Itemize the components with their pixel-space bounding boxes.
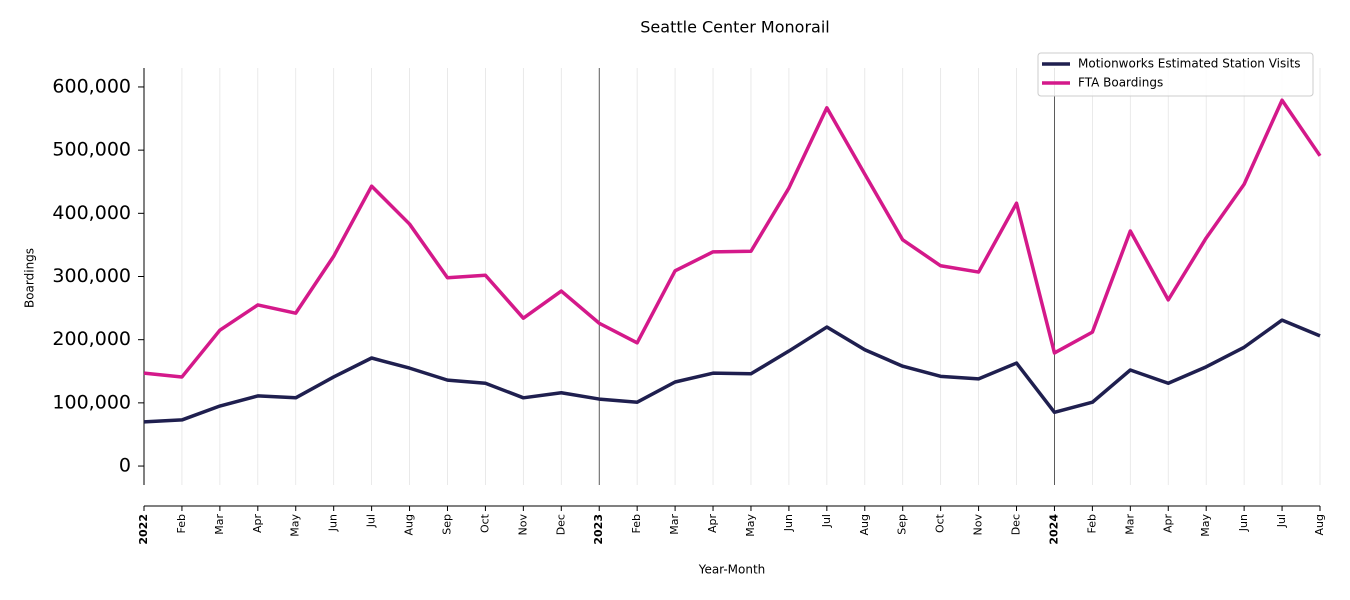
x-tick-label: Mar bbox=[1123, 514, 1136, 535]
y-tick-label: 0 bbox=[119, 455, 131, 477]
legend-label: Motionworks Estimated Station Visits bbox=[1078, 57, 1301, 71]
x-tick-label: May bbox=[289, 514, 302, 537]
series-line bbox=[143, 98, 1322, 379]
legend-label: FTA Boardings bbox=[1078, 76, 1163, 90]
x-tick-label: Sep bbox=[896, 514, 909, 535]
x-tick-label: Jul bbox=[820, 514, 833, 528]
x-tick-label: Dec bbox=[1010, 514, 1023, 535]
x-tick-label: Aug bbox=[858, 514, 871, 535]
x-tick-label: Jul bbox=[365, 514, 378, 528]
x-tick-label: Sep bbox=[440, 514, 453, 535]
x-tick-label: Mar bbox=[668, 514, 681, 535]
y-tick-label: 200,000 bbox=[52, 328, 131, 350]
y-tick-label: 600,000 bbox=[52, 75, 131, 97]
legend-box bbox=[1037, 52, 1314, 97]
x-tick-label: 2024 bbox=[1047, 514, 1060, 545]
x-tick-label: Jun bbox=[782, 514, 795, 532]
y-tick-label: 300,000 bbox=[52, 265, 131, 287]
x-tick-label: May bbox=[744, 514, 757, 537]
x-tick-label: 2022 bbox=[137, 514, 150, 545]
x-tick-label: Jun bbox=[327, 514, 340, 532]
x-tick-label: Apr bbox=[251, 514, 264, 534]
x-tick-label: Nov bbox=[972, 514, 985, 536]
x-tick-label: Feb bbox=[175, 514, 188, 533]
x-tick-label: May bbox=[1199, 514, 1212, 537]
x-tick-label: Aug bbox=[1313, 514, 1326, 535]
x-tick-label: Nov bbox=[516, 514, 529, 536]
x-tick-label: Feb bbox=[1085, 514, 1098, 533]
y-tick-label: 400,000 bbox=[52, 202, 131, 224]
x-tick-label: Dec bbox=[554, 514, 567, 535]
x-tick-label: 2023 bbox=[592, 514, 605, 545]
x-tick-label: Apr bbox=[1161, 514, 1174, 534]
chart-title: Seattle Center Monorail bbox=[640, 18, 829, 37]
x-tick-label: Mar bbox=[213, 514, 226, 535]
x-tick-label: Aug bbox=[403, 514, 416, 535]
x-tick-label: Oct bbox=[934, 513, 947, 533]
x-tick-label: Feb bbox=[630, 514, 643, 533]
x-axis-label: Year-Month bbox=[698, 563, 766, 577]
x-tick-label: Jul bbox=[1275, 514, 1288, 528]
legend: Motionworks Estimated Station Visits FTA … bbox=[1037, 52, 1314, 97]
series-line bbox=[143, 318, 1321, 424]
y-tick-label: 100,000 bbox=[52, 391, 131, 413]
y-tick-label: 500,000 bbox=[52, 139, 131, 161]
x-tick-label: Oct bbox=[478, 513, 491, 533]
x-tick-label: Apr bbox=[706, 514, 719, 534]
y-axis-label: Boardings bbox=[23, 248, 37, 308]
x-tick-label: Jun bbox=[1237, 514, 1250, 532]
